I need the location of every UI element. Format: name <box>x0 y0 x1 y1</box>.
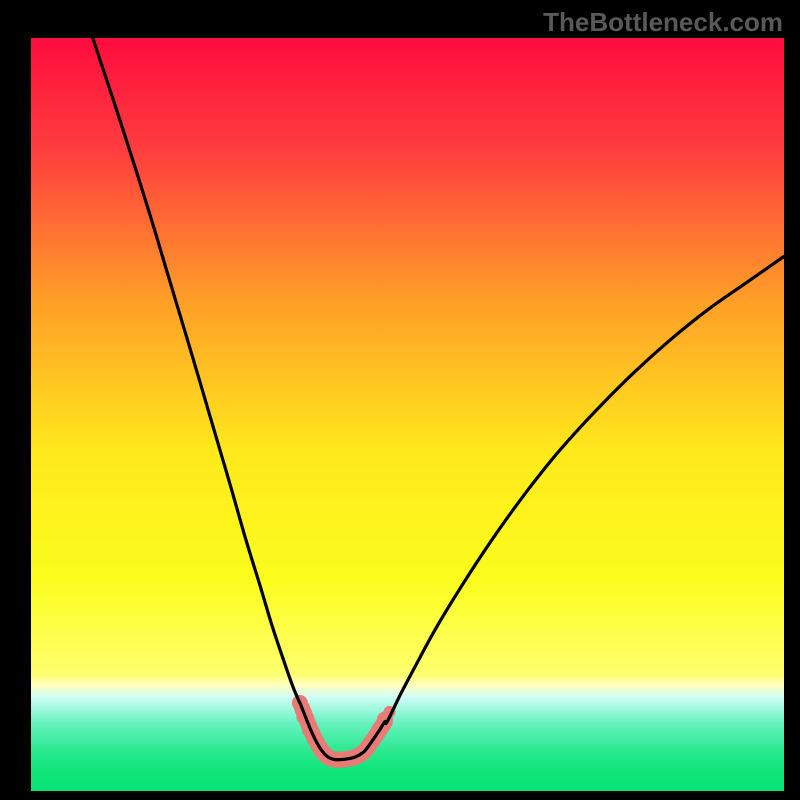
watermark-text: TheBottleneck.com <box>543 7 783 38</box>
canvas-root: TheBottleneck.com <box>0 0 800 800</box>
curves-overlay <box>0 0 800 800</box>
bottleneck-curve <box>93 38 784 760</box>
